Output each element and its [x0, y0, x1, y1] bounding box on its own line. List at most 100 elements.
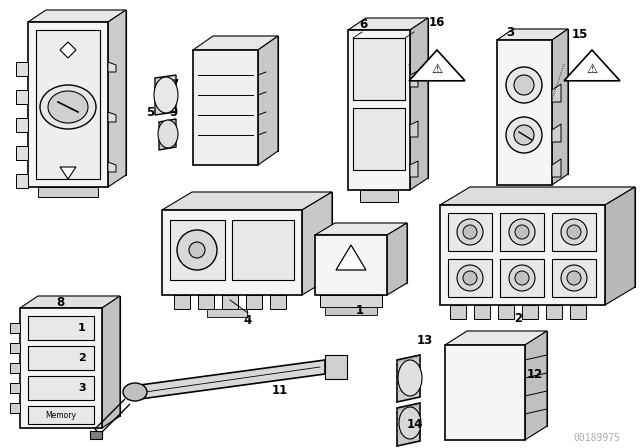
Polygon shape [10, 403, 20, 413]
Ellipse shape [398, 360, 422, 396]
Bar [28, 406, 94, 424]
Circle shape [561, 265, 587, 291]
Polygon shape [10, 363, 20, 373]
Polygon shape [440, 187, 635, 205]
Circle shape [514, 125, 534, 145]
Bar [38, 187, 98, 197]
Bar [498, 305, 514, 319]
Bar [222, 295, 238, 309]
Bar [36, 30, 100, 179]
Bar [174, 295, 190, 309]
Polygon shape [552, 29, 568, 185]
Polygon shape [16, 118, 28, 132]
Circle shape [561, 219, 587, 245]
Text: 5: 5 [146, 105, 154, 119]
Circle shape [567, 271, 581, 285]
Polygon shape [410, 18, 428, 190]
Ellipse shape [154, 77, 178, 113]
Polygon shape [108, 112, 116, 122]
Bar [522, 305, 538, 319]
Polygon shape [513, 29, 568, 174]
Polygon shape [192, 192, 332, 277]
Polygon shape [155, 75, 176, 115]
Bar [325, 307, 377, 315]
Circle shape [515, 225, 529, 239]
Circle shape [506, 117, 542, 153]
Bar [448, 213, 492, 251]
Circle shape [515, 271, 529, 285]
Bar [28, 316, 94, 340]
Polygon shape [20, 308, 102, 428]
Polygon shape [445, 331, 547, 345]
Polygon shape [410, 161, 418, 177]
Bar [450, 305, 466, 319]
Polygon shape [16, 62, 28, 76]
Text: 12: 12 [527, 369, 543, 382]
Polygon shape [605, 187, 635, 305]
Bar [552, 259, 596, 297]
Polygon shape [108, 162, 116, 172]
Polygon shape [315, 223, 407, 235]
Polygon shape [46, 10, 126, 175]
Ellipse shape [123, 383, 147, 401]
Bar [353, 38, 405, 100]
Polygon shape [28, 22, 108, 187]
Polygon shape [497, 40, 552, 185]
Polygon shape [60, 42, 76, 58]
Polygon shape [38, 296, 120, 416]
Bar [320, 295, 382, 307]
Polygon shape [552, 159, 561, 177]
Bar [474, 305, 490, 319]
Polygon shape [409, 50, 465, 81]
Text: 13: 13 [417, 333, 433, 346]
Text: 16: 16 [429, 16, 445, 29]
Polygon shape [348, 18, 428, 30]
Text: 15: 15 [572, 29, 588, 42]
Text: 00189975: 00189975 [573, 433, 620, 443]
Polygon shape [335, 223, 407, 283]
Bar [207, 309, 247, 317]
Polygon shape [445, 345, 525, 440]
Polygon shape [162, 192, 332, 210]
Text: 4: 4 [244, 314, 252, 327]
Circle shape [509, 265, 535, 291]
Polygon shape [213, 36, 278, 151]
Bar [500, 259, 544, 297]
Circle shape [509, 219, 535, 245]
Bar [325, 355, 347, 379]
Polygon shape [302, 192, 332, 295]
Text: 8: 8 [56, 296, 64, 309]
Bar [28, 346, 94, 370]
Bar [246, 295, 262, 309]
Ellipse shape [158, 120, 178, 148]
Polygon shape [410, 121, 418, 137]
Polygon shape [440, 205, 605, 305]
Polygon shape [60, 167, 76, 179]
Text: 1: 1 [356, 303, 364, 316]
Bar [170, 220, 225, 280]
Ellipse shape [399, 407, 421, 439]
Bar [448, 259, 492, 297]
Bar [500, 213, 544, 251]
Text: 3: 3 [506, 26, 514, 39]
Circle shape [506, 67, 542, 103]
Ellipse shape [48, 91, 88, 123]
Polygon shape [258, 36, 278, 165]
Circle shape [514, 75, 534, 95]
Polygon shape [10, 383, 20, 393]
Bar [90, 431, 102, 439]
Polygon shape [108, 62, 116, 72]
Circle shape [463, 271, 477, 285]
Polygon shape [162, 210, 302, 295]
Polygon shape [497, 29, 568, 40]
Polygon shape [16, 174, 28, 188]
Polygon shape [410, 71, 418, 87]
Text: 9: 9 [170, 105, 178, 119]
Polygon shape [366, 18, 428, 178]
Bar [570, 305, 586, 319]
Text: 1: 1 [78, 323, 86, 333]
Ellipse shape [40, 85, 96, 129]
Bar [232, 220, 294, 280]
Polygon shape [10, 343, 20, 353]
Polygon shape [140, 360, 325, 399]
